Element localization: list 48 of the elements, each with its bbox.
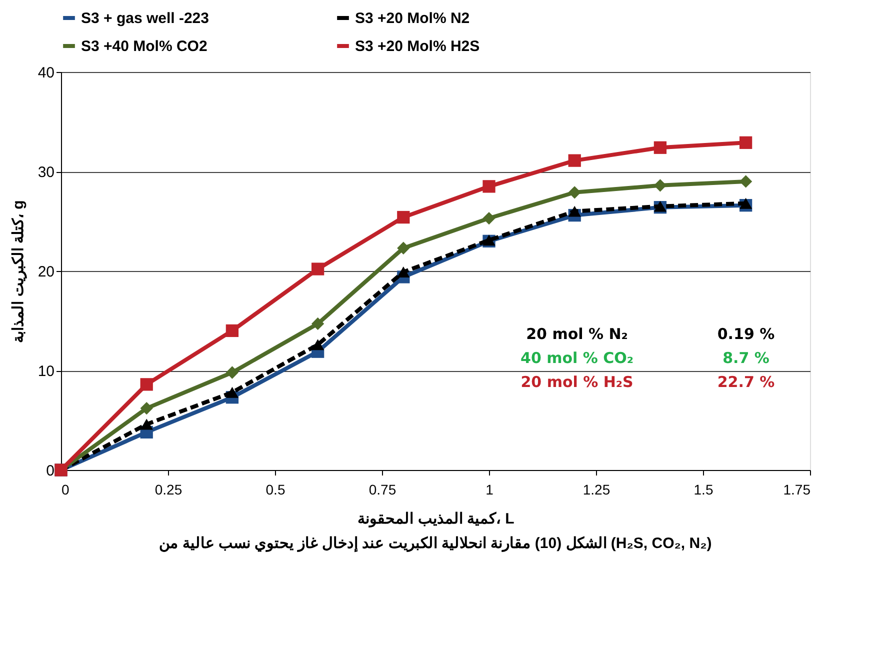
point bbox=[140, 378, 153, 391]
annotation: 8.7 % bbox=[722, 349, 770, 367]
point bbox=[654, 179, 667, 192]
annotation: 40 mol % CO₂ bbox=[520, 349, 634, 367]
point bbox=[739, 136, 752, 149]
annotation: 20 mol % H₂S bbox=[520, 373, 634, 391]
legend-label: S3 +20 Mol% H2S bbox=[355, 38, 480, 55]
y-axis-title: كتلة الكبريت المذابة، g bbox=[10, 200, 27, 343]
point bbox=[311, 262, 324, 276]
point bbox=[568, 154, 581, 167]
point bbox=[226, 324, 239, 338]
x-tick-label: 1.5 bbox=[694, 482, 714, 498]
point bbox=[482, 180, 496, 193]
y-tick-label: 10 bbox=[38, 363, 54, 380]
y-tick-label: 0 bbox=[46, 462, 54, 480]
legend-label: S3 +20 Mol% N2 bbox=[355, 10, 470, 27]
annotation: 20 mol % N₂ bbox=[526, 325, 628, 343]
x-axis-title: كمية المذيب المحقونة، L bbox=[358, 510, 514, 528]
y-tick-label: 30 bbox=[38, 164, 54, 181]
legend-label: S3 + gas well -223 bbox=[81, 10, 209, 27]
point bbox=[654, 141, 667, 154]
point bbox=[739, 198, 752, 209]
point bbox=[226, 386, 239, 398]
annotation: 0.19 % bbox=[717, 325, 775, 343]
point bbox=[311, 317, 324, 330]
point bbox=[311, 339, 324, 350]
text: الشكل (10) مقارنة انحلالية الكبريت عند إدخال غاز يحتوي نسب عالية من (H₂S, CO₂, N₂) bbox=[159, 535, 712, 553]
x-tick-label: 0.5 bbox=[266, 482, 286, 498]
point bbox=[397, 242, 410, 254]
point bbox=[397, 266, 410, 278]
x-tick-label: 0.25 bbox=[154, 482, 182, 498]
point bbox=[140, 402, 153, 415]
legend-label: S3 +40 Mol% CO2 bbox=[81, 38, 208, 55]
point bbox=[568, 206, 581, 217]
x-tick-label: 0 bbox=[62, 482, 70, 498]
point bbox=[568, 186, 581, 199]
point bbox=[140, 418, 153, 430]
point bbox=[739, 175, 752, 188]
point bbox=[226, 366, 239, 379]
y-tick-label: 40 bbox=[38, 64, 54, 82]
annotation: 22.7 % bbox=[717, 373, 775, 391]
x-tick-label: 1.25 bbox=[582, 482, 610, 498]
y-tick-label: 20 bbox=[38, 264, 54, 280]
x-tick-label: 1.75 bbox=[783, 482, 811, 498]
point bbox=[397, 210, 410, 224]
x-tick-label: 1 bbox=[486, 482, 494, 498]
x-tick-label: 0.75 bbox=[368, 482, 396, 498]
point bbox=[482, 212, 496, 225]
